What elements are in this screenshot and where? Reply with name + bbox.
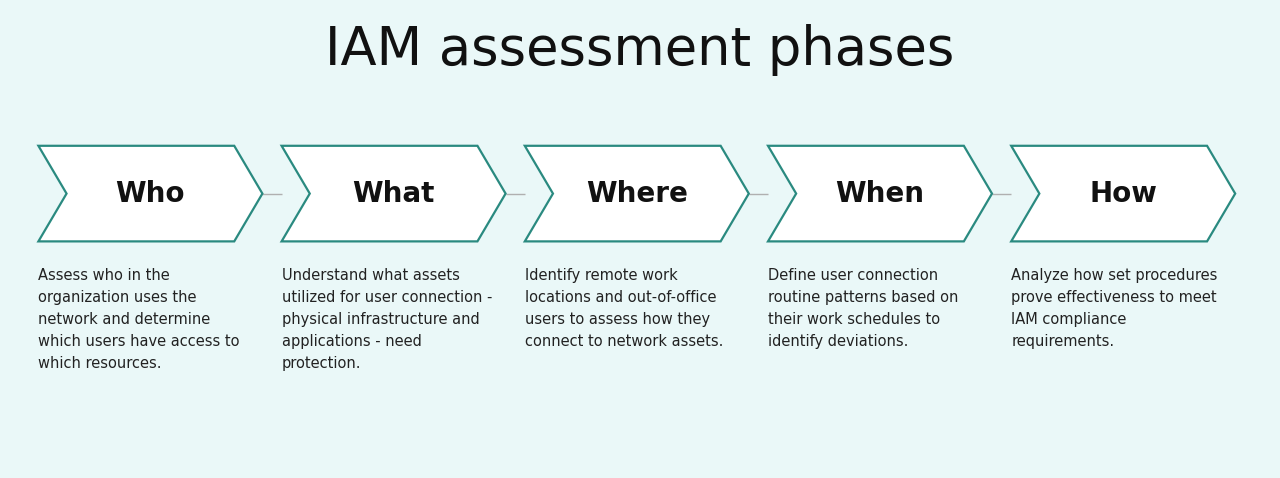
- Text: Who: Who: [115, 180, 186, 207]
- Text: When: When: [836, 180, 924, 207]
- Polygon shape: [768, 146, 992, 241]
- Text: Understand what assets
utilized for user connection -
physical infrastructure an: Understand what assets utilized for user…: [282, 268, 492, 371]
- Text: How: How: [1089, 180, 1157, 207]
- Polygon shape: [38, 146, 262, 241]
- Text: Define user connection
routine patterns based on
their work schedules to
identif: Define user connection routine patterns …: [768, 268, 959, 349]
- Text: Identify remote work
locations and out-of-office
users to assess how they
connec: Identify remote work locations and out-o…: [525, 268, 723, 349]
- Polygon shape: [1011, 146, 1235, 241]
- Polygon shape: [282, 146, 506, 241]
- Text: Where: Where: [586, 180, 687, 207]
- Text: IAM assessment phases: IAM assessment phases: [325, 24, 955, 76]
- Text: Analyze how set procedures
prove effectiveness to meet
IAM compliance
requiremen: Analyze how set procedures prove effecti…: [1011, 268, 1217, 349]
- Text: What: What: [352, 180, 435, 207]
- Text: Assess who in the
organization uses the
network and determine
which users have a: Assess who in the organization uses the …: [38, 268, 239, 371]
- Polygon shape: [525, 146, 749, 241]
